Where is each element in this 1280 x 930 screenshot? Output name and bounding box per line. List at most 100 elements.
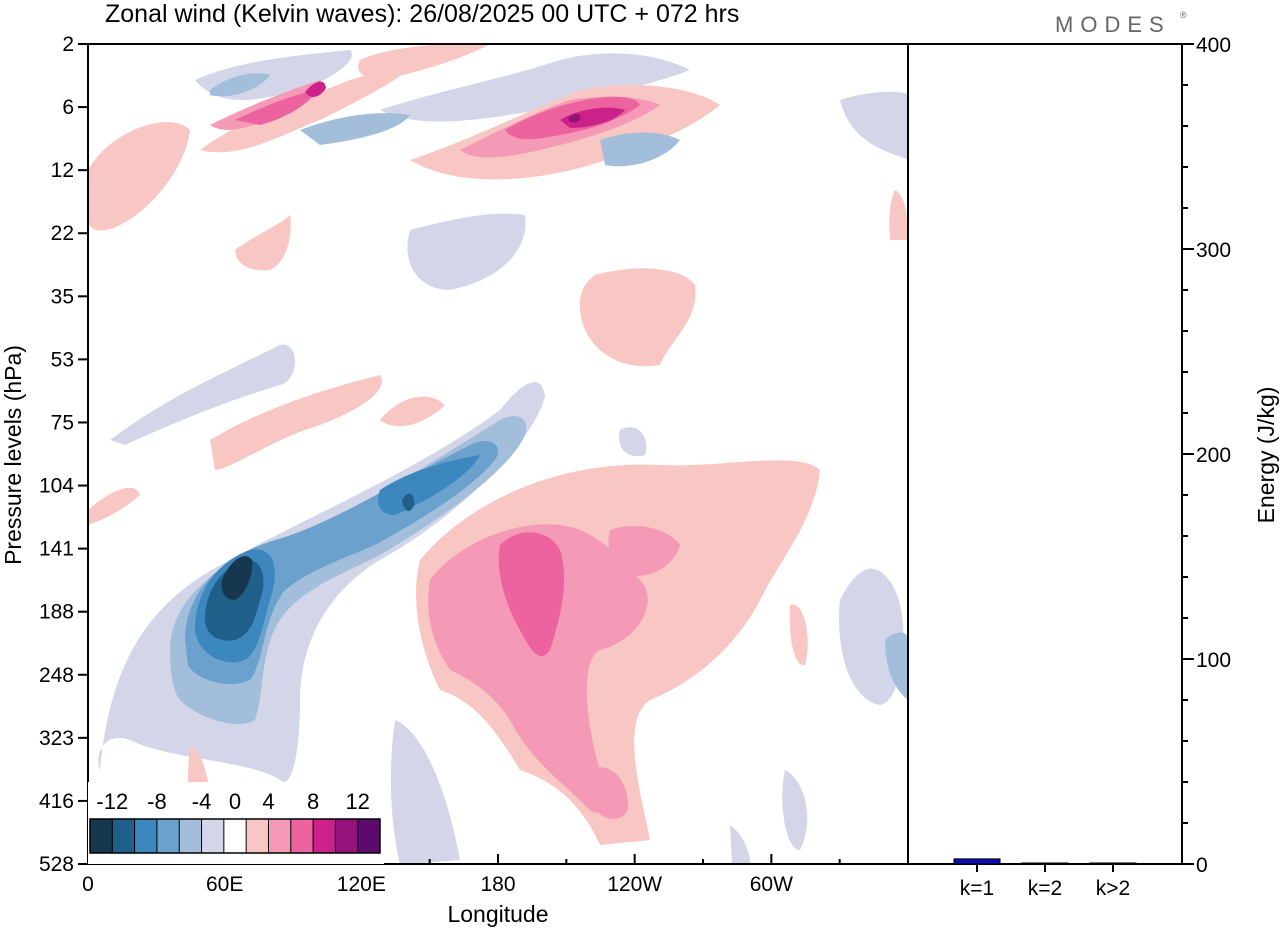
pos-patch-right-edge: [889, 190, 908, 240]
brand-registered-mark: ®: [1180, 10, 1187, 20]
neg-patch-bottom-right: [730, 825, 751, 864]
y-tick-label: 188: [39, 601, 74, 624]
colorbar-swatch: [201, 819, 225, 853]
bar-category-label: k=2: [1028, 877, 1062, 900]
pos-8-east: [608, 525, 680, 576]
neg-8-top-right: [600, 132, 680, 167]
y-tick-label: 323: [39, 727, 74, 750]
colorbar-swatch: [134, 819, 158, 853]
neg-patch-lower-right: [782, 770, 808, 850]
y-tick-label: 416: [39, 790, 74, 813]
energy-tick-label: 200: [1196, 444, 1231, 467]
pos-10-main: [498, 532, 565, 657]
neg-patch-right: [839, 568, 904, 705]
y-tick-label: 248: [39, 664, 74, 687]
colorbar-swatch: [268, 819, 292, 853]
pos-band-top-left: [200, 59, 420, 153]
bar-category-label: k=1: [960, 877, 994, 900]
energy-axis-label: Energy (J/kg): [1253, 387, 1279, 524]
energy-tick-label: 300: [1196, 239, 1231, 262]
energy-bar: [1089, 862, 1137, 865]
colorbar-tick-label: 8: [307, 789, 319, 814]
chart-title: Zonal wind (Kelvin waves): 26/08/2025 00…: [105, 0, 739, 28]
colorbar-swatch: [246, 819, 269, 853]
x-tick-label: 120E: [337, 873, 386, 896]
y-tick-label: 104: [39, 475, 74, 498]
energy-tick-label: 400: [1196, 34, 1231, 57]
pos-8-main: [428, 524, 648, 813]
pos-patch-80hPa: [380, 396, 445, 427]
x-tick-label: 180: [480, 873, 515, 896]
x-axis-label: Longitude: [447, 901, 548, 927]
neg-patch-22hPa: [407, 213, 526, 290]
neg-8-right-edge: [885, 632, 908, 700]
colorbar-swatch: [313, 819, 336, 853]
x-tick-label: 60E: [206, 873, 243, 896]
pos-patch-35hPa: [579, 268, 696, 367]
colorbar-swatch: [112, 819, 136, 853]
neg-14-core: [221, 556, 253, 600]
colorbar-tick-label: 0: [229, 789, 241, 814]
y-tick-label: 35: [51, 285, 74, 308]
y-tick-label: 2: [62, 33, 74, 56]
pos-band-75hPa: [210, 375, 382, 470]
medium-positive-patches: [210, 80, 680, 820]
y-tick-label: 22: [51, 222, 74, 245]
colorbar-swatch: [90, 819, 113, 853]
colorbar-swatch: [179, 819, 203, 853]
y-tick-label: 53: [51, 348, 74, 371]
medium-negative-patches: [170, 73, 908, 724]
bar-category-label: k>2: [1096, 877, 1130, 900]
x-tick-label: 60W: [750, 873, 793, 896]
wind-field: [88, 44, 908, 864]
longitude-axis: 0 60E 120E 180 120W 60W: [82, 854, 841, 896]
colorbar-swatch: [156, 819, 180, 853]
neg-14-east: [402, 493, 415, 512]
neg-band-upper-left: [110, 344, 295, 445]
neg-patch-lower-center: [390, 720, 460, 864]
y-tick-label: 528: [39, 853, 74, 876]
energy-axis: 0 100 200 300 400: [1182, 34, 1231, 877]
energy-plot-frame: [907, 43, 1183, 865]
neg-patch-top-right: [840, 91, 908, 160]
neg-8-top-left: [210, 73, 270, 97]
neg-band-top-center: [380, 53, 690, 122]
colorbar-swatch: [357, 819, 381, 853]
pos-14-core: [568, 113, 581, 123]
pos-patch-left-edge: [88, 122, 190, 231]
y-tick-label: 6: [62, 96, 74, 119]
pos-12-upper: [560, 107, 625, 128]
colorbar-swatch: [335, 819, 359, 853]
pos-8-bottom: [590, 767, 629, 820]
energy-tick-label: 100: [1196, 649, 1231, 672]
colorbar-swatch: [290, 819, 314, 853]
x-tick-label: 120W: [607, 873, 662, 896]
colorbar-tick-label: 4: [262, 789, 274, 814]
energy-tick-label: 0: [1196, 854, 1208, 877]
pos-patch-22hPa: [235, 215, 291, 271]
colorbar-frame: [89, 818, 381, 854]
colorbar-tick-label: 12: [345, 789, 369, 814]
colorbar-tick-label: -8: [147, 789, 167, 814]
pos-8-upper-left: [210, 80, 322, 130]
brand-text: MODES: [1055, 12, 1171, 37]
colorbar-swatch: [223, 819, 247, 853]
y-axis-label: Pressure levels (hPa): [0, 345, 26, 565]
colorbar: -12 -8 -4 0 4 8 12: [88, 782, 384, 864]
energy-bars: k=1 k=2 k>2: [953, 858, 1137, 900]
pressure-axis: 2 6 12 22 35 53 75 104 141 188 248 323 416 528: [39, 33, 88, 876]
energy-bar: [1021, 862, 1069, 865]
y-tick-label: 12: [51, 159, 74, 182]
pos-patch-right-low: [789, 604, 808, 666]
colorbar-tick-label: -4: [192, 789, 212, 814]
pos-12-upper-left: [305, 81, 326, 97]
colorbar-tick-label: -12: [96, 789, 128, 814]
pos-band-left-104: [88, 487, 140, 525]
modes-logo: MODES ®: [1055, 10, 1187, 37]
pos-strip-top: [358, 44, 490, 80]
x-tick-label: 0: [82, 873, 94, 896]
pos-10-upper-left: [235, 90, 315, 125]
neg-8-top: [300, 113, 410, 145]
neg-patch-mid-right: [619, 427, 647, 457]
